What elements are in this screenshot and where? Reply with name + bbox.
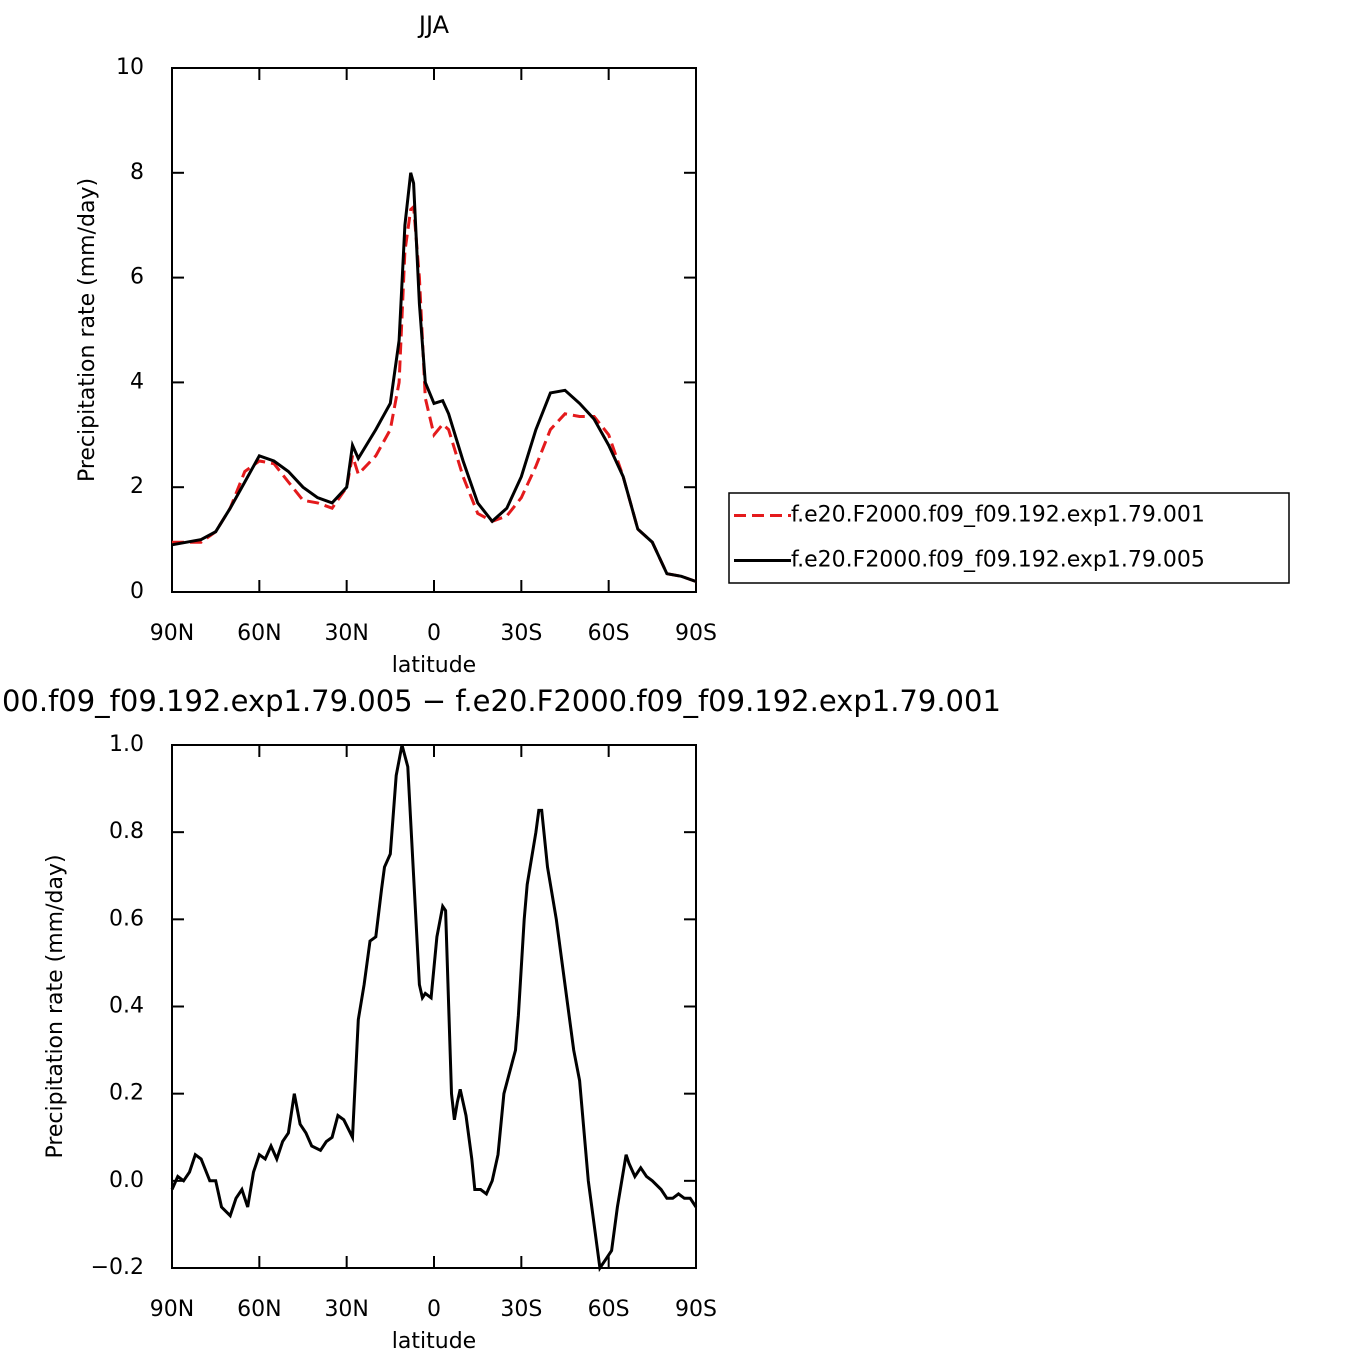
legend-label: f.e20.F2000.f09_f09.192.exp1.79.005 bbox=[791, 548, 1205, 573]
chart-title: f.e20.F2000.f09_f09.192.exp1.79.005 − f.… bbox=[0, 684, 1001, 718]
y-tick-label: 0.0 bbox=[109, 1168, 144, 1193]
y-tick-label: 0.8 bbox=[109, 819, 144, 844]
y-tick-label: 0.4 bbox=[109, 994, 144, 1019]
x-axis-label: latitude bbox=[392, 1329, 476, 1354]
y-tick-label: 10 bbox=[116, 55, 144, 80]
x-tick-label: 90N bbox=[150, 621, 194, 646]
y-tick-label: 1.0 bbox=[109, 732, 144, 757]
x-tick-label: 60S bbox=[588, 1297, 630, 1322]
x-tick-label: 60N bbox=[237, 621, 281, 646]
data-line bbox=[172, 203, 697, 583]
data-line bbox=[171, 172, 697, 583]
x-tick-label: 30N bbox=[324, 621, 368, 646]
x-tick-label: 60N bbox=[237, 1297, 281, 1322]
x-tick-label: 90N bbox=[150, 1297, 194, 1322]
y-tick-label: 0 bbox=[130, 579, 144, 604]
data-line bbox=[170, 744, 698, 1273]
x-tick-label: 90S bbox=[675, 621, 717, 646]
x-tick-label: 0 bbox=[427, 621, 441, 646]
y-tick-label: 4 bbox=[130, 369, 144, 394]
y-tick-label: 0.6 bbox=[109, 906, 144, 931]
y-tick-label: 2 bbox=[130, 474, 144, 499]
x-tick-label: 30S bbox=[500, 621, 542, 646]
y-tick-label: 0.2 bbox=[109, 1081, 144, 1106]
legend-label: f.e20.F2000.f09_f09.192.exp1.79.001 bbox=[791, 503, 1205, 528]
plot-frame bbox=[171, 67, 697, 593]
x-axis-label: latitude bbox=[392, 653, 476, 678]
legend-box bbox=[728, 492, 1290, 584]
y-tick-label: 8 bbox=[130, 160, 144, 185]
x-tick-label: 0 bbox=[427, 1297, 441, 1322]
x-tick-label: 30N bbox=[324, 1297, 368, 1322]
x-tick-label: 90S bbox=[675, 1297, 717, 1322]
y-axis-label: Precipitation rate (mm/day) bbox=[43, 854, 68, 1158]
y-tick-label: 6 bbox=[130, 265, 144, 290]
y-tick-label: −0.2 bbox=[91, 1255, 144, 1280]
y-axis-label: Precipitation rate (mm/day) bbox=[75, 178, 100, 482]
x-tick-label: 60S bbox=[588, 621, 630, 646]
x-tick-label: 30S bbox=[500, 1297, 542, 1322]
chart-title: JJA bbox=[417, 11, 450, 39]
